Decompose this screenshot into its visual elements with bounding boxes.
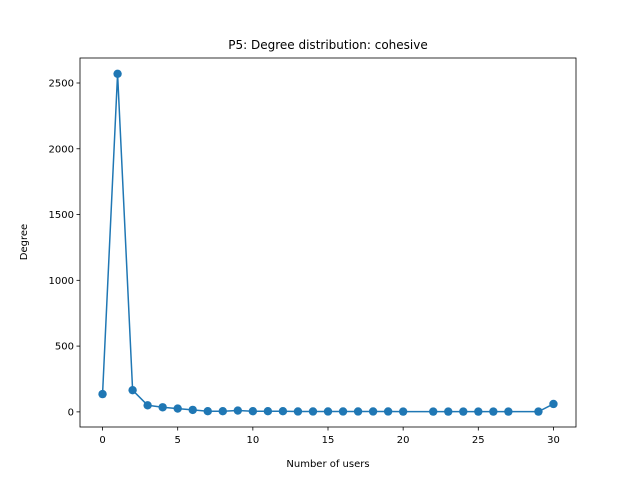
data-point: [534, 407, 543, 416]
data-point: [143, 401, 152, 410]
x-tick-label: 25: [472, 435, 485, 446]
data-point: [308, 407, 318, 416]
data-point: [383, 407, 393, 416]
data-point: [338, 407, 348, 416]
y-tick-label: 500: [55, 342, 74, 353]
x-tick-label: 30: [547, 435, 560, 446]
plot-area: [98, 69, 558, 416]
data-point: [218, 407, 227, 416]
y-tick-label: 0: [68, 407, 74, 418]
data-point: [444, 407, 453, 416]
data-point: [353, 407, 363, 416]
data-point: [474, 407, 483, 416]
data-point: [158, 403, 167, 412]
data-point: [323, 407, 333, 416]
y-tick-label: 1500: [49, 210, 74, 221]
data-point: [248, 407, 258, 416]
y-axis-label: Degree: [19, 224, 30, 260]
x-tick-label: 5: [175, 435, 181, 446]
data-point: [429, 407, 438, 416]
data-point: [459, 407, 468, 416]
data-point: [278, 407, 288, 416]
data-point: [113, 69, 122, 78]
x-tick-label: 0: [99, 435, 105, 446]
x-axis-ticks: 0 5 10 15 20 25 30: [99, 427, 560, 446]
chart-title: P5: Degree distribution: cohesive: [228, 38, 427, 52]
data-point: [203, 407, 212, 416]
data-point: [173, 404, 182, 413]
x-tick-label: 15: [322, 435, 335, 446]
data-point: [398, 407, 408, 416]
data-point: [128, 385, 137, 395]
data-point: [233, 406, 243, 415]
data-point: [98, 389, 107, 399]
y-tick-label: 2500: [49, 78, 74, 89]
data-point: [504, 407, 513, 416]
data-point: [293, 407, 303, 416]
x-tick-label: 10: [246, 435, 259, 446]
y-axis-ticks: 0 500 1000 1500 2000 2500: [49, 78, 80, 418]
data-point: [368, 407, 378, 416]
data-point: [263, 407, 273, 416]
y-tick-label: 2000: [49, 144, 74, 155]
x-tick-label: 20: [397, 435, 410, 446]
data-point: [188, 405, 197, 415]
data-point: [549, 399, 558, 409]
x-axis-label: Number of users: [286, 459, 369, 470]
y-tick-label: 1000: [49, 276, 74, 287]
data-point: [489, 407, 498, 416]
